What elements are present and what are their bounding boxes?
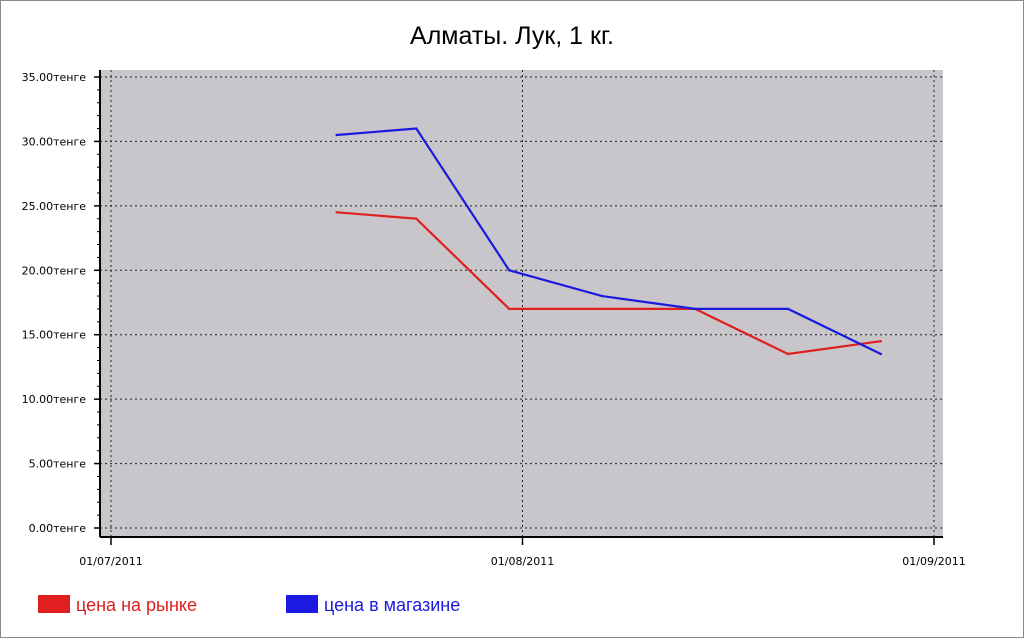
legend-label-2: цена в магазине [324, 595, 460, 615]
y-tick-label: 25.00тенге [22, 200, 87, 213]
series-1-point [335, 211, 338, 214]
series-1-point [786, 352, 790, 356]
y-tick-label: 15.00тенге [22, 329, 87, 342]
y-tick-label: 0.00тенге [29, 522, 87, 535]
y-tick-label: 20.00тенге [22, 264, 87, 277]
plot-area [100, 70, 943, 537]
series-2-point [786, 307, 790, 311]
x-tick-label: 01/07/2011 [79, 555, 142, 568]
series-lines [335, 127, 883, 356]
legend-swatch-2 [286, 595, 318, 613]
series-2-point [600, 294, 604, 298]
series-1-point [508, 307, 511, 311]
y-tick-label: 5.00тенге [29, 458, 87, 471]
legend: цена на рынке цена в магазине [38, 595, 460, 615]
x-tick-label: 01/09/2011 [902, 555, 965, 568]
series-1-point [879, 339, 883, 343]
x-tick-label: 01/08/2011 [491, 555, 554, 568]
chart-title: Алматы. Лук, 1 кг. [410, 22, 614, 50]
legend-swatch-1 [38, 595, 70, 613]
axes: 0.00тенге 5.00тенге 10.00тенге 15.00тенге 20… [22, 70, 966, 568]
series-2-point [508, 269, 511, 272]
series-1-point [600, 307, 604, 311]
legend-label-1: цена на рынке [76, 595, 197, 615]
grid-lines [100, 70, 943, 537]
y-tick-label: 10.00тенге [22, 393, 87, 406]
y-tick-label: 35.00тенге [22, 71, 87, 84]
series-2-point [879, 352, 883, 356]
series-2-point [693, 307, 697, 311]
series-2-point [415, 127, 418, 130]
y-tick-label: 30.00тенге [22, 135, 87, 148]
series-2-point [335, 133, 338, 137]
series-1-point [415, 217, 418, 220]
